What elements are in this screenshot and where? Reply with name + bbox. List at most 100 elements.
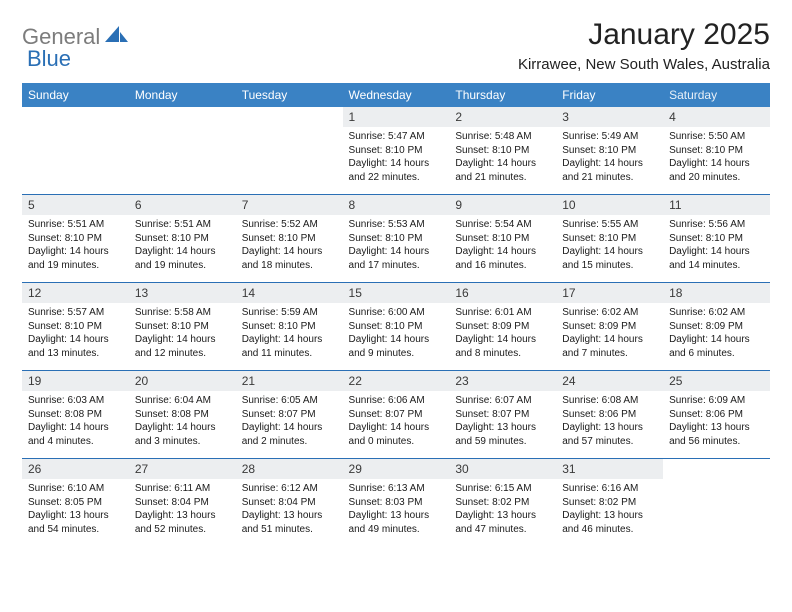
calendar-day-cell: 26 Sunrise: 6:10 AMSunset: 8:05 PMDayligh… xyxy=(22,459,129,547)
calendar-day-cell: 13 Sunrise: 5:58 AMSunset: 8:10 PMDayligh… xyxy=(129,283,236,371)
calendar-day-cell: 20 Sunrise: 6:04 AMSunset: 8:08 PMDayligh… xyxy=(129,371,236,459)
weekday-header: Thursday xyxy=(449,83,556,107)
calendar-week-row: 26 Sunrise: 6:10 AMSunset: 8:05 PMDayligh… xyxy=(22,459,770,547)
day-number: 9 xyxy=(449,195,556,215)
day-info: Sunrise: 5:51 AMSunset: 8:10 PMDaylight:… xyxy=(135,218,230,272)
day-number: 15 xyxy=(343,283,450,303)
day-info: Sunrise: 6:02 AMSunset: 8:09 PMDaylight:… xyxy=(562,306,657,360)
day-number: 11 xyxy=(663,195,770,215)
calendar-week-row: 12 Sunrise: 5:57 AMSunset: 8:10 PMDayligh… xyxy=(22,283,770,371)
calendar-day-cell: 8Sunrise: 5:53 AMSunset: 8:10 PMDaylight… xyxy=(343,195,450,283)
weekday-header: Tuesday xyxy=(236,83,343,107)
day-info: Sunrise: 5:51 AMSunset: 8:10 PMDaylight:… xyxy=(28,218,123,272)
day-info: Sunrise: 6:08 AMSunset: 8:06 PMDaylight:… xyxy=(562,394,657,448)
day-number: 4 xyxy=(663,107,770,127)
calendar-day-cell xyxy=(129,107,236,195)
day-number: 16 xyxy=(449,283,556,303)
day-number: 6 xyxy=(129,195,236,215)
calendar-day-cell: 27 Sunrise: 6:11 AMSunset: 8:04 PMDayligh… xyxy=(129,459,236,547)
day-info: Sunrise: 6:03 AMSunset: 8:08 PMDaylight:… xyxy=(28,394,123,448)
calendar-day-cell: 4 Sunrise: 5:50 AMSunset: 8:10 PMDaylight… xyxy=(663,107,770,195)
day-number: 14 xyxy=(236,283,343,303)
calendar-day-cell: 29Sunrise: 6:13 AMSunset: 8:03 PMDayligh… xyxy=(343,459,450,547)
day-number: 19 xyxy=(22,371,129,391)
calendar-day-cell: 28 Sunrise: 6:12 AMSunset: 8:04 PMDayligh… xyxy=(236,459,343,547)
day-number: 30 xyxy=(449,459,556,479)
calendar-day-cell: 30Sunrise: 6:15 AMSunset: 8:02 PMDayligh… xyxy=(449,459,556,547)
calendar-day-cell: 24 Sunrise: 6:08 AMSunset: 8:06 PMDayligh… xyxy=(556,371,663,459)
calendar-day-cell: 10 Sunrise: 5:55 AMSunset: 8:10 PMDayligh… xyxy=(556,195,663,283)
calendar-week-row: 5 Sunrise: 5:51 AMSunset: 8:10 PMDaylight… xyxy=(22,195,770,283)
day-number: 2 xyxy=(449,107,556,127)
calendar-day-cell: 19 Sunrise: 6:03 AMSunset: 8:08 PMDayligh… xyxy=(22,371,129,459)
calendar-day-cell: 17 Sunrise: 6:02 AMSunset: 8:09 PMDayligh… xyxy=(556,283,663,371)
day-number: 13 xyxy=(129,283,236,303)
day-info: Sunrise: 6:13 AMSunset: 8:03 PMDaylight:… xyxy=(349,482,444,536)
day-number: 27 xyxy=(129,459,236,479)
day-number: 1 xyxy=(343,107,450,127)
day-number: 7 xyxy=(236,195,343,215)
weekday-header: Saturday xyxy=(663,83,770,107)
day-number: 23 xyxy=(449,371,556,391)
title-block: January 2025 Kirrawee, New South Wales, … xyxy=(518,18,770,73)
calendar-day-cell: 25Sunrise: 6:09 AMSunset: 8:06 PMDayligh… xyxy=(663,371,770,459)
calendar-day-cell: 6 Sunrise: 5:51 AMSunset: 8:10 PMDaylight… xyxy=(129,195,236,283)
day-info: Sunrise: 6:00 AMSunset: 8:10 PMDaylight:… xyxy=(349,306,444,360)
day-number: 17 xyxy=(556,283,663,303)
day-number: 12 xyxy=(22,283,129,303)
calendar-day-cell: 7 Sunrise: 5:52 AMSunset: 8:10 PMDaylight… xyxy=(236,195,343,283)
month-title: January 2025 xyxy=(518,18,770,52)
day-info: Sunrise: 6:12 AMSunset: 8:04 PMDaylight:… xyxy=(242,482,337,536)
calendar-day-cell: 15 Sunrise: 6:00 AMSunset: 8:10 PMDayligh… xyxy=(343,283,450,371)
day-info: Sunrise: 5:59 AMSunset: 8:10 PMDaylight:… xyxy=(242,306,337,360)
day-number: 24 xyxy=(556,371,663,391)
weekday-header: Monday xyxy=(129,83,236,107)
day-number: 8 xyxy=(343,195,450,215)
day-number: 3 xyxy=(556,107,663,127)
day-info: Sunrise: 6:01 AMSunset: 8:09 PMDaylight:… xyxy=(455,306,550,360)
day-number xyxy=(663,459,770,465)
day-number: 18 xyxy=(663,283,770,303)
day-info: Sunrise: 6:11 AMSunset: 8:04 PMDaylight:… xyxy=(135,482,230,536)
calendar-day-cell xyxy=(663,459,770,547)
day-info: Sunrise: 5:56 AMSunset: 8:10 PMDaylight:… xyxy=(669,218,764,272)
calendar-day-cell: 1 Sunrise: 5:47 AMSunset: 8:10 PMDaylight… xyxy=(343,107,450,195)
day-info: Sunrise: 6:02 AMSunset: 8:09 PMDaylight:… xyxy=(669,306,764,360)
calendar-day-cell: 22Sunrise: 6:06 AMSunset: 8:07 PMDayligh… xyxy=(343,371,450,459)
calendar-table: Sunday Monday Tuesday Wednesday Thursday… xyxy=(22,83,770,546)
day-number: 10 xyxy=(556,195,663,215)
day-number: 5 xyxy=(22,195,129,215)
day-number xyxy=(236,107,343,113)
calendar-day-cell: 21Sunrise: 6:05 AMSunset: 8:07 PMDayligh… xyxy=(236,371,343,459)
day-info: Sunrise: 5:47 AMSunset: 8:10 PMDaylight:… xyxy=(349,130,444,184)
day-number: 26 xyxy=(22,459,129,479)
day-number: 31 xyxy=(556,459,663,479)
day-number: 20 xyxy=(129,371,236,391)
calendar-day-cell: 14 Sunrise: 5:59 AMSunset: 8:10 PMDayligh… xyxy=(236,283,343,371)
day-info: Sunrise: 6:05 AMSunset: 8:07 PMDaylight:… xyxy=(242,394,337,448)
day-info: Sunrise: 6:10 AMSunset: 8:05 PMDaylight:… xyxy=(28,482,123,536)
day-info: Sunrise: 6:04 AMSunset: 8:08 PMDaylight:… xyxy=(135,394,230,448)
day-info: Sunrise: 6:16 AMSunset: 8:02 PMDaylight:… xyxy=(562,482,657,536)
day-info: Sunrise: 5:50 AMSunset: 8:10 PMDaylight:… xyxy=(669,130,764,184)
weekday-header: Sunday xyxy=(22,83,129,107)
day-info: Sunrise: 5:52 AMSunset: 8:10 PMDaylight:… xyxy=(242,218,337,272)
calendar-day-cell xyxy=(22,107,129,195)
day-number: 22 xyxy=(343,371,450,391)
day-info: Sunrise: 6:07 AMSunset: 8:07 PMDaylight:… xyxy=(455,394,550,448)
day-info: Sunrise: 5:57 AMSunset: 8:10 PMDaylight:… xyxy=(28,306,123,360)
calendar-day-cell: 9 Sunrise: 5:54 AMSunset: 8:10 PMDaylight… xyxy=(449,195,556,283)
calendar-week-row: 1 Sunrise: 5:47 AMSunset: 8:10 PMDaylight… xyxy=(22,107,770,195)
day-number: 28 xyxy=(236,459,343,479)
logo-sail-icon xyxy=(105,26,129,49)
calendar-week-row: 19 Sunrise: 6:03 AMSunset: 8:08 PMDayligh… xyxy=(22,371,770,459)
calendar-day-cell xyxy=(236,107,343,195)
header: General January 2025 Kirrawee, New South… xyxy=(22,18,770,73)
day-info: Sunrise: 5:49 AMSunset: 8:10 PMDaylight:… xyxy=(562,130,657,184)
weekday-header: Friday xyxy=(556,83,663,107)
day-info: Sunrise: 5:54 AMSunset: 8:10 PMDaylight:… xyxy=(455,218,550,272)
calendar-day-cell: 2Sunrise: 5:48 AMSunset: 8:10 PMDaylight… xyxy=(449,107,556,195)
day-info: Sunrise: 5:58 AMSunset: 8:10 PMDaylight:… xyxy=(135,306,230,360)
day-info: Sunrise: 5:55 AMSunset: 8:10 PMDaylight:… xyxy=(562,218,657,272)
brand-part2: Blue xyxy=(27,46,71,71)
